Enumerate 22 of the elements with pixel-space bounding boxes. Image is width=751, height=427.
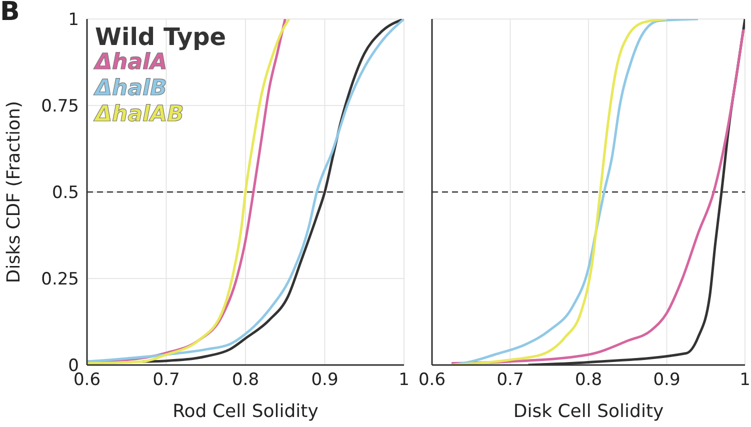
x-tick-label: 0.7 — [496, 370, 524, 390]
x-tick-label: 0.9 — [653, 370, 680, 390]
y-tick-label: 0.75 — [41, 96, 79, 117]
x-tick-label: 1 — [398, 370, 410, 390]
x-tick-label: 1 — [740, 370, 750, 390]
x-axis-title: Rod Cell Solidity — [172, 401, 319, 422]
x-tick-label: 0.8 — [232, 370, 260, 390]
text: ΔhalB — [95, 76, 168, 102]
text: ΔhalA — [95, 50, 168, 76]
y-axis-title: Disks CDF (Fraction) — [4, 100, 24, 284]
x-tick-label: 0.9 — [311, 370, 338, 390]
x-tick-label: 0.6 — [73, 370, 101, 390]
x-tick-label: 0.6 — [418, 370, 446, 390]
x-tick-label: 0.7 — [152, 370, 180, 390]
text: Wild Type — [95, 23, 226, 51]
y-tick-label: 0.5 — [52, 183, 79, 204]
text: B — [0, 0, 20, 27]
y-tick-label: 0.25 — [41, 270, 79, 290]
y-tick-label: 1 — [68, 10, 79, 30]
x-axis-title: Disk Cell Solidity — [513, 401, 664, 422]
text: ΔhalAB — [95, 102, 185, 128]
x-tick-label: 0.8 — [574, 370, 602, 390]
